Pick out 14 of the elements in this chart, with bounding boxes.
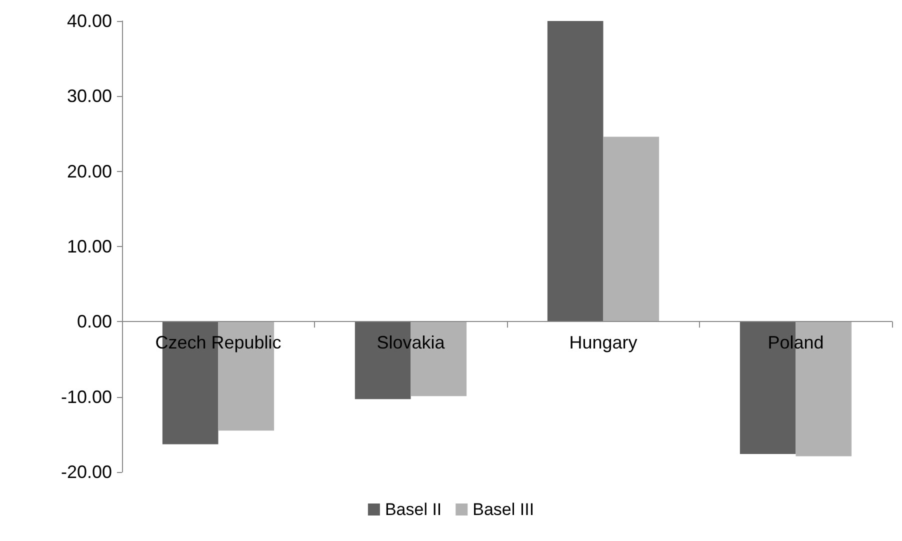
y-tick-label: 40.00 [66, 11, 112, 31]
y-tick-label: -20.00 [60, 462, 112, 482]
y-tick-label: 20.00 [66, 161, 112, 182]
y-tick-label: 30.00 [66, 86, 112, 106]
bar [603, 136, 660, 322]
x-tick-label: Hungary [569, 332, 638, 353]
bar [547, 21, 604, 322]
legend-label: Basel III [472, 500, 534, 519]
x-tick-label: Poland [768, 332, 824, 353]
y-tick-label: 0.00 [76, 312, 112, 332]
y-tick-label: 10.00 [66, 236, 112, 256]
y-tick-label: -10.00 [60, 386, 112, 407]
legend-label: Basel II [384, 500, 442, 519]
x-tick-label: Slovakia [376, 332, 446, 353]
